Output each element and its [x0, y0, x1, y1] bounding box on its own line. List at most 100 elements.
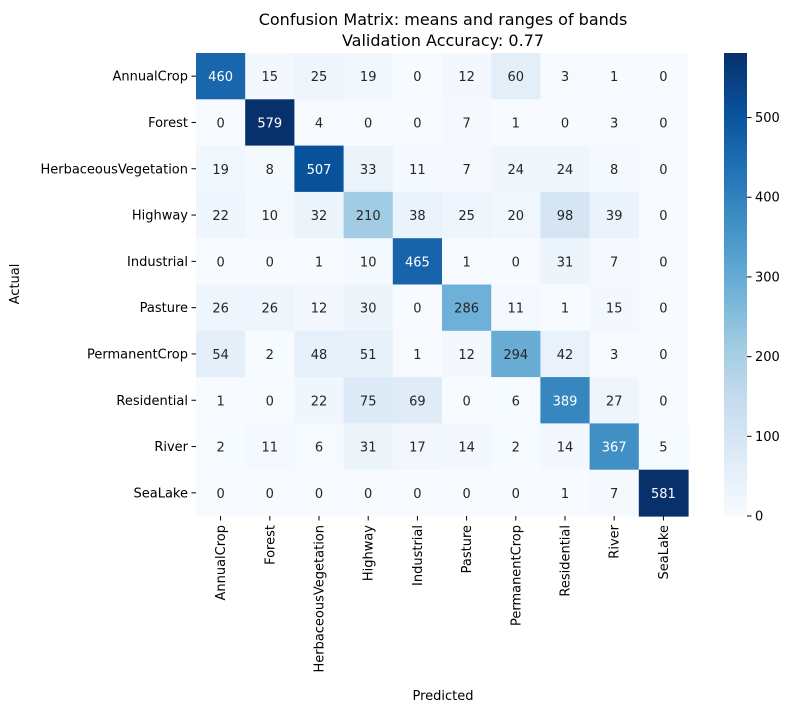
heatmap-cell: [196, 145, 246, 193]
heatmap-cell: [294, 377, 345, 424]
cell-value-label: 51: [360, 348, 377, 363]
heatmap-cell: [343, 99, 394, 147]
x-tick-label: Pasture: [460, 525, 475, 573]
cell-value-label: 0: [659, 70, 667, 85]
y-tick-label: AnnualCrop: [112, 70, 188, 85]
cell-value-label: 0: [364, 116, 372, 131]
cell-value-label: 0: [659, 163, 667, 178]
cell-value-label: 38: [409, 209, 426, 224]
cell-value-label: 0: [659, 394, 667, 409]
y-tick-label: Residential: [116, 394, 188, 409]
x-tick-label: SeaLake: [657, 525, 672, 580]
x-axis-label: Predicted: [412, 689, 473, 704]
heatmap-cell: [442, 469, 492, 517]
cell-value-label: 1: [462, 255, 470, 270]
cell-value-label: 389: [553, 394, 578, 409]
heatmap-cell: [638, 284, 689, 332]
heatmap-cell: [491, 53, 541, 100]
heatmap-cell: [589, 284, 640, 332]
heatmap-cell: [491, 284, 541, 332]
cell-value-label: 0: [659, 255, 667, 270]
heatmap-cell: [540, 238, 591, 286]
heatmap-cell: [638, 238, 689, 286]
heatmap-cell: [491, 99, 541, 147]
cell-value-label: 0: [659, 348, 667, 363]
cell-value-label: 8: [610, 163, 618, 178]
y-tick-label: Industrial: [127, 255, 188, 270]
x-axis-ticks: AnnualCrop Forest HerbaceousVegetation High…: [214, 516, 672, 673]
cell-value-label: 0: [512, 487, 520, 502]
cell-value-label: 465: [405, 255, 430, 270]
cell-value-label: 3: [610, 116, 618, 131]
y-tick-label: HerbaceousVegetation: [40, 162, 188, 177]
cell-value-label: 1: [610, 70, 618, 85]
cell-value-label: 286: [454, 302, 479, 317]
cell-value-label: 11: [508, 302, 525, 317]
heatmap-cell: [245, 330, 295, 378]
cell-value-label: 54: [212, 348, 229, 363]
x-tick-label: PermanentCrop: [509, 525, 524, 626]
cell-value-label: 32: [311, 209, 328, 224]
cell-value-label: 0: [216, 116, 224, 131]
colorbar-ticks: 0 100 200 300 400 500: [747, 111, 780, 525]
heatmap-cell: [638, 469, 689, 517]
heatmap-cell: [589, 99, 640, 147]
cell-value-label: 26: [262, 302, 279, 317]
cell-value-label: 30: [360, 302, 377, 317]
heatmap-cell: [589, 238, 640, 286]
cell-value-label: 3: [561, 70, 569, 85]
cell-value-label: 0: [315, 487, 323, 502]
heatmap-cell: [294, 469, 345, 517]
cell-labels: 460 15 25 19 0 12 60 3 1 00 579 4 0 0 7 1 0 3 019 8 507 33 11 7…: [208, 70, 676, 502]
colorbar-tick-label: 100: [755, 430, 780, 445]
heatmap-cell: [294, 284, 345, 332]
heatmap-cell: [392, 377, 443, 424]
colorbar-tick-label: 0: [755, 510, 763, 525]
cell-value-label: 19: [360, 70, 377, 85]
cell-value-label: 12: [311, 302, 328, 317]
cell-value-label: 22: [311, 394, 328, 409]
heatmap-cell: [638, 191, 689, 239]
heatmap-cell: [343, 330, 394, 378]
cell-value-label: 0: [216, 255, 224, 270]
heatmap-cell: [442, 191, 492, 239]
cell-value-label: 42: [557, 348, 574, 363]
heatmap-cell: [540, 191, 591, 239]
cell-value-label: 2: [216, 441, 224, 456]
cell-value-label: 0: [659, 116, 667, 131]
heatmap-cell: [294, 99, 345, 147]
heatmap-cell: [196, 238, 246, 286]
cell-value-label: 7: [610, 255, 618, 270]
colorbar: [724, 53, 747, 516]
heatmap-cell: [540, 284, 591, 332]
heatmap-cell: [343, 191, 394, 239]
cell-value-label: 26: [212, 302, 229, 317]
cell-value-label: 14: [458, 441, 475, 456]
cell-value-label: 15: [262, 70, 279, 85]
y-axis-label: Actual: [8, 264, 23, 305]
cell-value-label: 0: [561, 116, 569, 131]
heatmap-cell: [245, 284, 295, 332]
cell-value-label: 98: [557, 209, 574, 224]
y-tick-label: SeaLake: [134, 486, 189, 501]
cell-value-label: 19: [212, 163, 229, 178]
heatmap-cell: [245, 53, 295, 100]
heatmap-cell: [589, 423, 640, 471]
cell-value-label: 0: [659, 302, 667, 317]
cell-value-label: 39: [606, 209, 623, 224]
heatmap-cell: [491, 469, 541, 517]
cell-value-label: 1: [561, 302, 569, 317]
heatmap-cell: [343, 53, 394, 100]
cell-value-label: 507: [307, 163, 332, 178]
heatmap-cell: [392, 469, 443, 517]
heatmap-cell: [196, 469, 246, 517]
x-tick-label: AnnualCrop: [214, 525, 229, 601]
heatmap-cell: [589, 53, 640, 100]
heatmap-cell: [638, 99, 689, 147]
cell-value-label: 1: [216, 394, 224, 409]
heatmap-cell: [294, 423, 345, 471]
heatmap-cell: [442, 238, 492, 286]
heatmap-cell: [392, 99, 443, 147]
cell-value-label: 8: [266, 163, 274, 178]
